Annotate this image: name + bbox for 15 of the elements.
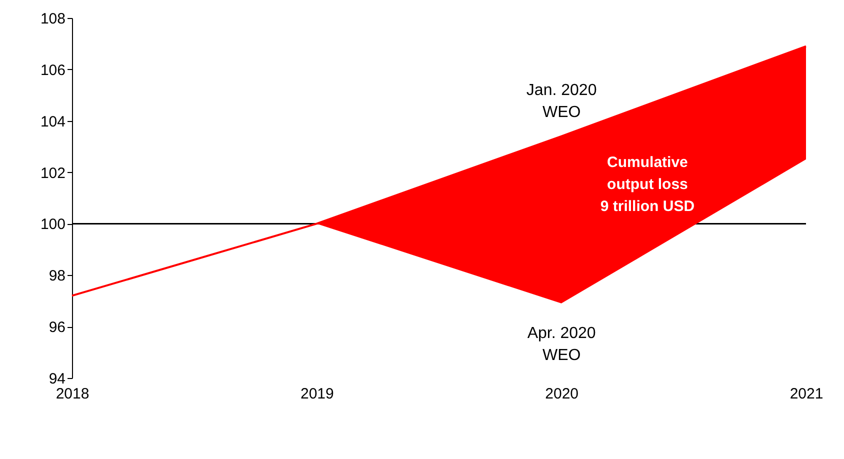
x-tick-label: 2020 bbox=[545, 386, 579, 402]
y-tick-label: 104 bbox=[40, 113, 66, 130]
y-tick-label: 98 bbox=[48, 268, 66, 285]
x-tick-label: 2018 bbox=[56, 386, 90, 402]
y-tick-label: 96 bbox=[48, 319, 66, 336]
annotation: Jan. 2020 WEO bbox=[526, 82, 597, 121]
y-tick-label: 102 bbox=[40, 164, 66, 182]
annotation: Cumulative output loss 9 trillion USD bbox=[600, 154, 695, 215]
annotation: Apr. 2020 WEO bbox=[527, 325, 596, 364]
y-tick-label: 94 bbox=[48, 370, 66, 388]
y-tick-label: 106 bbox=[40, 62, 66, 79]
x-tick-label: 2021 bbox=[790, 386, 824, 402]
y-tick-label: 108 bbox=[40, 10, 66, 28]
x-tick-label: 2019 bbox=[300, 386, 334, 402]
y-tick-label: 100 bbox=[40, 216, 66, 234]
